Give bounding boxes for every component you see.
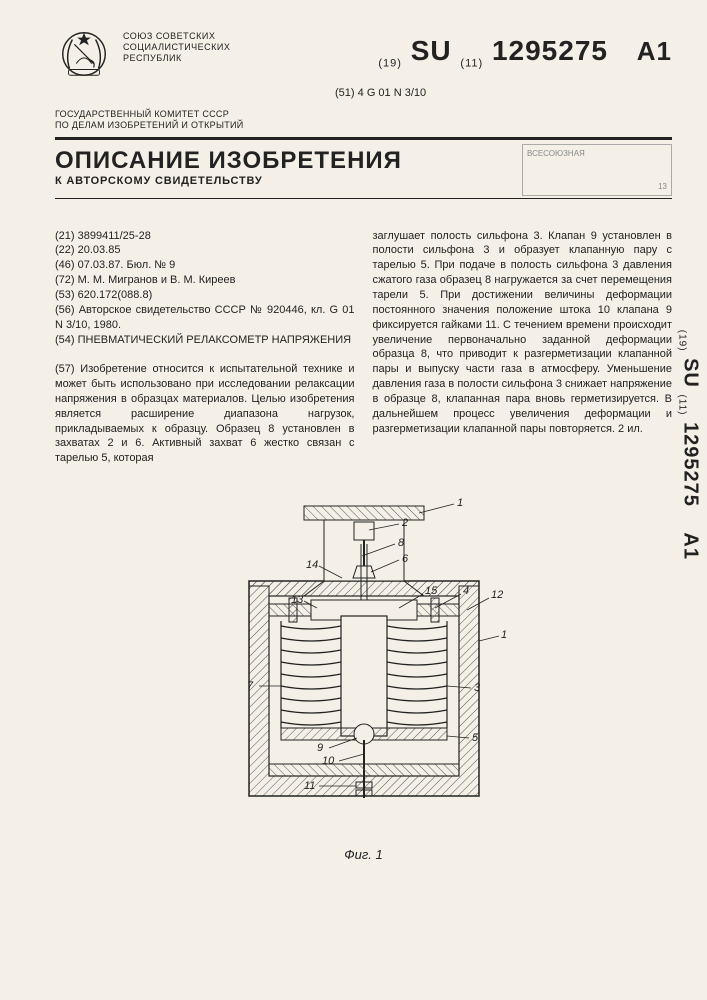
side-a1: A1	[679, 532, 701, 560]
code-mid: (11)	[460, 58, 483, 70]
stamp-text: ВСЕСОЮЗНАЯ	[527, 149, 667, 158]
svg-text:15: 15	[425, 585, 438, 597]
code-a1: A1	[637, 36, 672, 66]
side-mid: (11)	[676, 394, 687, 415]
field-54: (54) ПНЕВМАТИЧЕСКИЙ РЕЛАКСОМЕТР НАПРЯЖЕН…	[55, 333, 355, 348]
left-column: (21) 3899411/25-28 (22) 20.03.85 (46) 07…	[55, 229, 355, 467]
committee-line: ПО ДЕЛАМ ИЗОБРЕТЕНИЙ И ОТКРЫТИЙ	[55, 120, 672, 131]
title-row: ОПИСАНИЕ ИЗОБРЕТЕНИЯ К АВТОРСКОМУ СВИДЕТ…	[55, 144, 672, 196]
code-su: SU	[411, 35, 452, 66]
ipc-prefix: (51) 4	[335, 87, 364, 99]
union-line: РЕСПУБЛИК	[123, 53, 230, 64]
svg-text:6: 6	[402, 553, 409, 565]
field-22: (22) 20.03.85	[55, 243, 355, 258]
union-text: СОЮЗ СОВЕТСКИХ СОЦИАЛИСТИЧЕСКИХ РЕСПУБЛИ…	[123, 25, 230, 63]
right-column: заглушает полость сильфона 3. Клапан 9 у…	[373, 229, 673, 467]
abstract-continuation: заглушает полость сильфона 3. Клапан 9 у…	[373, 229, 673, 437]
document-number: (19) SU (11) 1295275 A1	[378, 25, 672, 70]
svg-text:9: 9	[317, 742, 323, 754]
svg-text:3: 3	[474, 682, 481, 694]
svg-text:4: 4	[463, 585, 469, 597]
side-su: SU	[679, 358, 701, 388]
divider-thick	[55, 137, 672, 140]
union-line: СОЦИАЛИСТИЧЕСКИХ	[123, 42, 230, 53]
ipc-code: G 01 N 3/10	[367, 87, 426, 99]
divider-thin	[55, 198, 672, 199]
main-title: ОПИСАНИЕ ИЗОБРЕТЕНИЯ	[55, 147, 402, 175]
header-row: СОЮЗ СОВЕТСКИХ СОЦИАЛИСТИЧЕСКИХ РЕСПУБЛИ…	[55, 25, 672, 83]
abstract-57: (57) Изобретение относится к испытательн…	[55, 362, 355, 466]
svg-text:11: 11	[304, 780, 315, 792]
side-document-number: (19) SU (11) 1295275 A1	[676, 330, 701, 560]
svg-text:12: 12	[491, 589, 503, 601]
figure-1-diagram: 1 2 8 6 14 13 15 4 12 1 3 5 7 9 10 11	[199, 486, 529, 836]
ussr-emblem-icon	[55, 25, 113, 83]
field-21: (21) 3899411/25-28	[55, 229, 355, 244]
committee-line: ГОСУДАРСТВЕННЫЙ КОМИТЕТ СССР	[55, 109, 672, 120]
content-columns: (21) 3899411/25-28 (22) 20.03.85 (46) 07…	[55, 229, 672, 467]
field-53: (53) 620.172(088.8)	[55, 288, 355, 303]
code-prefix: (19)	[378, 58, 402, 70]
stamp-number: 13	[527, 182, 667, 191]
side-prefix: (19)	[676, 330, 687, 352]
figure-caption: Фиг. 1	[55, 847, 672, 862]
svg-text:13: 13	[291, 594, 304, 606]
patent-number: 1295275	[492, 35, 608, 66]
field-72: (72) М. М. Мигранов и В. М. Киреев	[55, 273, 355, 288]
committee-block: ГОСУДАРСТВЕННЫЙ КОМИТЕТ СССР ПО ДЕЛАМ ИЗ…	[55, 109, 672, 131]
svg-text:10: 10	[322, 755, 335, 767]
svg-text:7: 7	[247, 680, 254, 692]
svg-text:1: 1	[457, 497, 463, 509]
svg-text:2: 2	[401, 517, 408, 529]
field-56: (56) Авторское свидетельство СССР № 9204…	[55, 303, 355, 333]
union-line: СОЮЗ СОВЕТСКИХ	[123, 31, 230, 42]
ipc-classification: (51) 4 G 01 N 3/10	[335, 87, 672, 99]
svg-text:8: 8	[398, 537, 405, 549]
side-number: 1295275	[679, 422, 701, 507]
patent-page: СОЮЗ СОВЕТСКИХ СОЦИАЛИСТИЧЕСКИХ РЕСПУБЛИ…	[0, 0, 707, 1000]
field-46: (46) 07.03.87. Бюл. № 9	[55, 258, 355, 273]
svg-text:14: 14	[306, 559, 318, 571]
figure-area: 1 2 8 6 14 13 15 4 12 1 3 5 7 9 10 11 Фи…	[55, 486, 672, 862]
sub-title: К АВТОРСКОМУ СВИДЕТЕЛЬСТВУ	[55, 175, 402, 187]
svg-text:5: 5	[472, 732, 479, 744]
svg-text:1: 1	[501, 629, 507, 641]
stamp-box: ВСЕСОЮЗНАЯ 13	[522, 144, 672, 196]
